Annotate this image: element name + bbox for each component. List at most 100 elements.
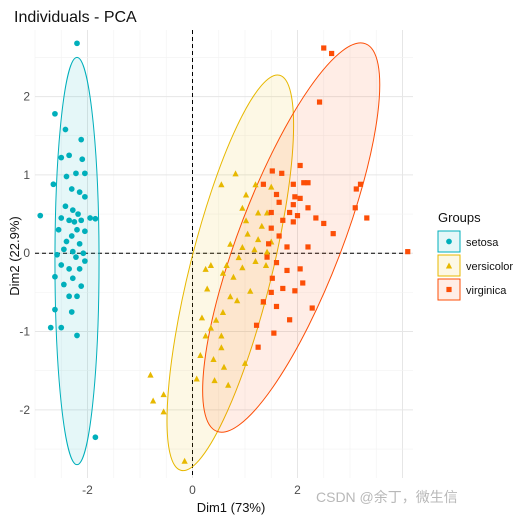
point-virginica bbox=[273, 303, 280, 310]
point-versicolor bbox=[244, 230, 251, 237]
point-setosa bbox=[92, 215, 99, 222]
point-versicolor bbox=[230, 273, 237, 280]
point-virginica bbox=[287, 209, 293, 216]
legend-marker-setosa bbox=[446, 238, 452, 245]
point-setosa bbox=[78, 217, 85, 224]
point-versicolor bbox=[202, 265, 209, 272]
point-setosa bbox=[58, 154, 65, 161]
point-setosa bbox=[78, 136, 85, 143]
point-setosa bbox=[82, 258, 88, 264]
point-virginica bbox=[357, 181, 364, 187]
point-virginica bbox=[305, 205, 311, 211]
point-virginica bbox=[268, 209, 274, 216]
point-setosa bbox=[50, 181, 57, 188]
point-setosa bbox=[82, 193, 88, 200]
y-axis-label: Dim2 (22.9%) bbox=[7, 216, 22, 295]
point-setosa bbox=[62, 126, 69, 133]
x-tick-label: 0 bbox=[189, 483, 196, 497]
point-setosa bbox=[76, 189, 83, 195]
point-setosa bbox=[76, 240, 83, 247]
point-setosa bbox=[52, 273, 58, 280]
point-setosa bbox=[66, 217, 72, 224]
data-points bbox=[37, 40, 411, 464]
point-versicolor bbox=[262, 261, 270, 268]
y-tick-label: 1 bbox=[23, 168, 30, 182]
point-versicolor bbox=[193, 375, 200, 382]
point-versicolor bbox=[211, 377, 218, 384]
point-setosa bbox=[68, 186, 75, 192]
point-virginica bbox=[297, 162, 303, 169]
point-versicolor bbox=[263, 248, 271, 255]
point-virginica bbox=[276, 233, 282, 239]
point-setosa bbox=[74, 40, 80, 47]
point-setosa bbox=[82, 170, 88, 177]
point-versicolor bbox=[207, 261, 214, 268]
x-tick-label: 2 bbox=[294, 483, 301, 497]
point-setosa bbox=[92, 434, 99, 441]
point-setosa bbox=[75, 211, 81, 217]
legend-label-versicolor: versicolor bbox=[466, 261, 513, 273]
point-setosa bbox=[63, 238, 70, 245]
point-virginica bbox=[305, 244, 311, 250]
point-versicolor bbox=[234, 297, 241, 304]
legend: Groups setosa versicolor virginica bbox=[437, 210, 513, 301]
point-versicolor bbox=[242, 217, 250, 224]
point-versicolor bbox=[239, 243, 246, 250]
point-setosa bbox=[66, 266, 72, 272]
point-virginica bbox=[297, 266, 303, 272]
point-virginica bbox=[287, 317, 293, 323]
point-setosa bbox=[58, 262, 65, 268]
point-versicolor bbox=[258, 222, 265, 229]
point-virginica bbox=[273, 191, 280, 198]
point-virginica bbox=[279, 170, 285, 176]
point-virginica bbox=[269, 168, 275, 174]
point-setosa bbox=[69, 275, 76, 282]
point-setosa bbox=[58, 324, 65, 331]
point-virginica bbox=[301, 180, 307, 186]
point-virginica bbox=[276, 199, 282, 205]
point-versicolor bbox=[204, 285, 211, 292]
point-setosa bbox=[58, 215, 65, 221]
point-versicolor bbox=[225, 381, 232, 388]
point-virginica bbox=[330, 231, 336, 237]
point-versicolor bbox=[147, 371, 154, 378]
point-setosa bbox=[61, 281, 67, 288]
point-virginica bbox=[290, 181, 296, 187]
point-virginica bbox=[266, 241, 272, 247]
point-setosa bbox=[69, 248, 76, 255]
point-setosa bbox=[68, 309, 75, 315]
point-virginica bbox=[255, 344, 261, 350]
point-versicolor bbox=[255, 236, 262, 243]
point-setosa bbox=[73, 170, 79, 177]
point-versicolor bbox=[227, 240, 234, 247]
tick-labels: -2 0 2 -2 -1 0 1 2 bbox=[19, 90, 301, 497]
point-virginica bbox=[405, 249, 411, 255]
y-tick-label: 0 bbox=[23, 246, 30, 260]
point-virginica bbox=[294, 213, 301, 219]
point-setosa bbox=[54, 251, 60, 258]
point-setosa bbox=[71, 219, 78, 225]
point-virginica bbox=[264, 254, 270, 260]
grid bbox=[34, 30, 413, 478]
point-virginica bbox=[329, 50, 335, 57]
point-setosa bbox=[73, 254, 79, 260]
point-virginica bbox=[260, 299, 266, 305]
point-setosa bbox=[68, 233, 75, 239]
point-versicolor bbox=[263, 209, 271, 216]
point-virginica bbox=[284, 244, 290, 250]
point-versicolor bbox=[227, 293, 234, 300]
point-versicolor bbox=[202, 332, 209, 339]
point-virginica bbox=[271, 330, 277, 336]
point-virginica bbox=[297, 195, 303, 201]
point-setosa bbox=[78, 283, 85, 289]
point-virginica bbox=[280, 285, 286, 292]
point-virginica bbox=[309, 305, 315, 311]
point-versicolor bbox=[213, 316, 220, 323]
point-virginica bbox=[352, 205, 358, 211]
point-versicolor bbox=[218, 332, 225, 339]
legend-title: Groups bbox=[438, 210, 481, 225]
point-setosa bbox=[62, 203, 69, 210]
point-versicolor bbox=[223, 261, 230, 268]
point-virginica bbox=[253, 322, 260, 328]
point-setosa bbox=[74, 293, 80, 300]
